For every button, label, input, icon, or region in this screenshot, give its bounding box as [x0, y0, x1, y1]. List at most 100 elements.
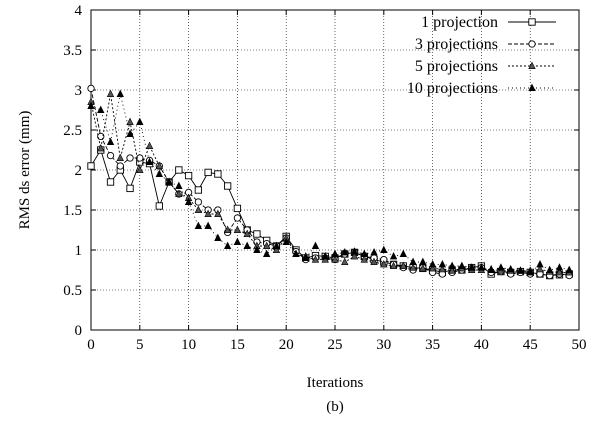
data-point [438, 260, 447, 268]
data-point [116, 162, 124, 170]
data-point [438, 264, 447, 273]
data-point [233, 204, 242, 213]
data-point [106, 137, 115, 145]
data-point [194, 205, 203, 213]
y-tick-label: 2 [75, 163, 83, 179]
data-point [233, 214, 242, 222]
data-point [126, 129, 134, 137]
data-point [516, 266, 525, 274]
data-point [204, 221, 212, 229]
y-tick-label: 0 [75, 323, 83, 339]
data-point [126, 117, 134, 125]
legend-entry: 10 projections [407, 80, 556, 97]
data-point [331, 249, 339, 258]
x-tick-label: 30 [376, 337, 391, 353]
data-point [536, 260, 544, 268]
data-point [175, 189, 183, 197]
data-point [165, 177, 173, 185]
x-axis-label: Iterations [307, 375, 364, 391]
x-tick-label: 25 [328, 337, 343, 353]
data-series [87, 84, 573, 280]
data-point [223, 241, 232, 249]
data-point [223, 225, 232, 233]
data-point [428, 260, 437, 268]
data-point [214, 233, 222, 241]
axes [90, 9, 580, 331]
data-point [419, 257, 427, 266]
data-point [145, 157, 154, 165]
x-tick-label: 45 [523, 337, 538, 353]
data-point [184, 171, 193, 180]
data-point [360, 249, 368, 258]
legend-entry: 1 projection [421, 14, 556, 31]
data-point [116, 153, 124, 161]
legend-marker [528, 61, 536, 69]
data-point [282, 237, 290, 245]
y-tick-label: 4 [75, 3, 83, 19]
data-point [175, 181, 183, 189]
data-point [155, 202, 163, 210]
data-point [223, 182, 232, 190]
series-3 [87, 89, 573, 276]
data-point [497, 263, 505, 271]
data-point [311, 255, 320, 263]
data-point [97, 105, 105, 113]
y-tick-label: 2.5 [63, 123, 82, 139]
x-tick-label: 40 [474, 337, 489, 353]
data-point [321, 252, 329, 260]
data-point [389, 252, 398, 260]
data-point [565, 265, 573, 274]
data-point [233, 237, 242, 245]
legend-label: 10 projections [407, 80, 498, 97]
data-point [428, 264, 437, 272]
data-point [155, 169, 164, 177]
data-point [399, 249, 408, 258]
y-tick-label: 1.5 [63, 203, 82, 219]
data-point [272, 241, 281, 249]
data-point [546, 265, 554, 274]
legend-label: 3 projections [415, 36, 498, 53]
data-point [243, 229, 251, 237]
x-tick-label: 10 [181, 337, 196, 353]
data-point [555, 263, 564, 271]
data-point [341, 248, 349, 256]
y-axis-label: RMS ds error (mm) [17, 111, 33, 230]
data-point [106, 89, 115, 97]
data-point [262, 249, 271, 258]
series-4 [87, 89, 573, 276]
y-tick-label: 3 [75, 83, 83, 99]
data-point [106, 178, 115, 186]
data-point [204, 168, 212, 177]
data-point [467, 263, 476, 271]
x-tick-label: 50 [572, 337, 587, 353]
data-point [243, 241, 251, 249]
data-point [155, 161, 164, 169]
data-point [536, 264, 544, 273]
data-point [370, 257, 378, 266]
series-line [90, 93, 570, 273]
data-point [184, 197, 193, 205]
data-point [506, 264, 515, 273]
data-point [360, 255, 368, 263]
y-tick-label: 3.5 [63, 43, 82, 59]
legend-label: 1 projection [421, 14, 498, 31]
tick-labels: 0 5 10 15 20 25 30 35 40 45 50 0 0.5 1 1.5 2 2.5 3 3.5 4 [63, 3, 586, 353]
data-point [116, 89, 124, 97]
data-point [253, 245, 261, 253]
legend-marker [528, 83, 536, 91]
data-point [214, 170, 222, 178]
data-point [458, 261, 466, 270]
data-point [126, 154, 134, 162]
data-point [487, 265, 495, 274]
data-point [380, 245, 388, 253]
data-point [106, 151, 115, 160]
data-point [341, 257, 349, 266]
data-point [448, 266, 456, 274]
data-point [409, 257, 417, 266]
x-tick-label: 15 [230, 337, 245, 353]
data-point [145, 141, 154, 149]
x-tick-label: 0 [87, 337, 95, 353]
data-point [302, 253, 310, 262]
data-point [409, 263, 417, 271]
series-line [90, 88, 570, 277]
